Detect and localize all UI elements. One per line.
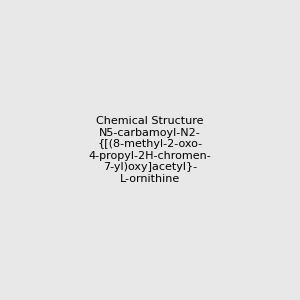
Text: Chemical Structure
N5-carbamoyl-N2-
{[(8-methyl-2-oxo-
4-propyl-2H-chromen-
7-yl: Chemical Structure N5-carbamoyl-N2- {[(8… xyxy=(88,116,212,184)
